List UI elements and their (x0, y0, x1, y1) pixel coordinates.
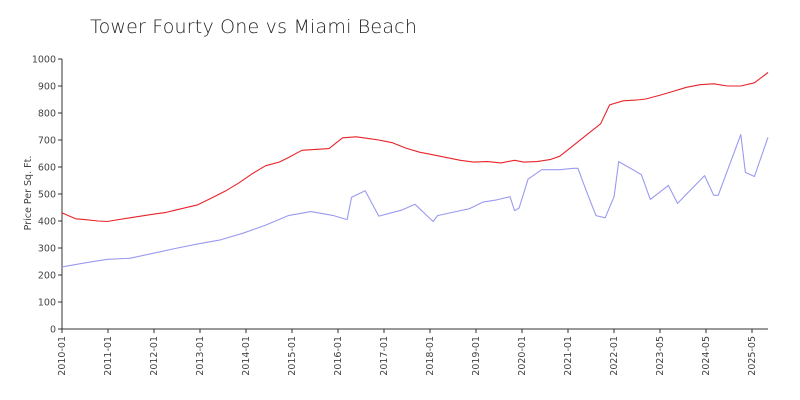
y-tick-label-500: 500 (38, 190, 56, 201)
x-tick-label-2019-01: 2019-01 (471, 336, 482, 376)
series-line-1 (61, 72, 769, 223)
axes: 0 100 200 300 400 500 600 700 800 900 1000 2010-01 2… (32, 55, 768, 376)
y-tick-label-1000: 1000 (32, 55, 56, 66)
y-tick-label-300: 300 (38, 244, 56, 255)
chart-title: Tower Fourty One vs Miami Beach (90, 16, 418, 38)
y-tick-label-100: 100 (38, 298, 56, 309)
series-line-2 (61, 134, 769, 268)
y-tick-label-700: 700 (38, 136, 56, 147)
y-tick-label-400: 400 (38, 217, 56, 228)
x-tick-label-2022-01: 2022-01 (609, 336, 620, 376)
x-tick-label-2012-01: 2012-01 (149, 336, 160, 376)
x-tick-label-2016-01: 2016-01 (333, 336, 344, 376)
y-axis-title: Price Per Sq. Ft. (23, 156, 34, 231)
series-layer (61, 72, 769, 268)
y-tick-label-200: 200 (38, 271, 56, 282)
y-tick-label-800: 800 (38, 109, 56, 120)
x-tick-label-2017-01: 2017-01 (379, 336, 390, 376)
x-tick-label-2011-01: 2011-01 (103, 336, 114, 376)
x-tick-label-2020-01: 2020-01 (517, 336, 528, 376)
x-tick-label-2014-01: 2014-01 (241, 336, 252, 376)
x-tick-label-2010-01: 2010-01 (57, 336, 68, 376)
x-tick-label-2021-01: 2021-01 (563, 336, 574, 376)
x-tick-label-2018-01: 2018-01 (425, 336, 436, 376)
y-tick-label-600: 600 (38, 163, 56, 174)
y-tick-label-900: 900 (38, 82, 56, 93)
x-tick-label-2015-01: 2015-01 (287, 336, 298, 376)
x-tick-label-2024-05: 2024-05 (701, 336, 712, 376)
x-tick-label-2013-01: 2013-01 (195, 336, 206, 376)
y-tick-label-0: 0 (50, 325, 56, 336)
x-tick-label-2023-05: 2023-05 (655, 336, 666, 376)
x-tick-label-2025-05: 2025-05 (747, 336, 758, 376)
